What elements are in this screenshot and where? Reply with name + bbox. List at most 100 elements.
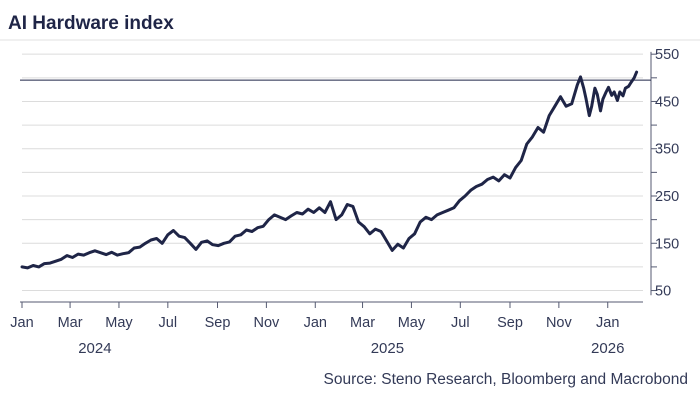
data-point <box>351 205 355 208</box>
data-point <box>261 225 265 228</box>
data-point <box>76 252 80 256</box>
x-tick-label: Sep <box>205 315 231 331</box>
data-point <box>441 211 444 214</box>
y-tick-label: 250 <box>655 189 679 205</box>
data-point <box>588 114 591 117</box>
data-point <box>200 241 203 244</box>
y-tick-label: 550 <box>655 47 679 63</box>
data-point <box>228 240 231 244</box>
data-point <box>65 254 69 257</box>
data-point <box>576 83 579 87</box>
data-point <box>20 265 24 269</box>
data-point <box>584 97 588 101</box>
data-point <box>579 75 582 79</box>
x-year-label: 2026 <box>591 340 624 357</box>
data-point <box>346 203 349 206</box>
data-point <box>548 114 551 117</box>
data-point <box>323 211 327 214</box>
data-point <box>486 178 489 181</box>
data-point <box>155 237 158 240</box>
y-tick-label: 450 <box>655 94 679 110</box>
data-point <box>435 213 439 217</box>
data-point <box>127 251 130 254</box>
data-point <box>278 216 282 219</box>
y-tick-label: 50 <box>655 284 671 300</box>
data-point <box>419 220 422 224</box>
data-point <box>525 142 529 146</box>
data-point <box>233 234 237 238</box>
data-point <box>48 261 52 265</box>
data-point <box>340 213 343 217</box>
data-point <box>621 94 625 97</box>
data-point <box>26 266 29 270</box>
data-point <box>452 206 456 210</box>
data-point <box>475 185 478 188</box>
data-point <box>447 208 450 212</box>
x-tick-label: May <box>105 315 133 331</box>
data-point <box>121 252 125 255</box>
x-tick-label: Nov <box>546 315 573 331</box>
data-point <box>458 199 461 202</box>
data-point <box>149 238 153 242</box>
data-point <box>144 242 147 245</box>
data-point <box>536 126 540 129</box>
data-point <box>632 76 636 80</box>
data-point <box>520 159 523 162</box>
data-point <box>306 208 310 211</box>
data-point <box>93 249 97 253</box>
data-point <box>430 218 433 221</box>
data-point <box>385 239 388 243</box>
data-point <box>610 94 613 97</box>
x-tick-label: Jan <box>596 315 619 331</box>
data-point <box>593 87 597 90</box>
data-point <box>368 232 371 236</box>
data-point <box>318 206 321 210</box>
data-point <box>172 229 175 232</box>
data-point <box>211 243 214 246</box>
data-point <box>116 253 119 257</box>
y-axis: 550 450 350 250 150 50 <box>650 47 679 300</box>
data-point <box>54 260 57 263</box>
data-point <box>161 242 164 245</box>
data-point <box>463 194 467 198</box>
data-point <box>239 233 242 236</box>
chart-title: AI Hardware index <box>8 13 174 34</box>
data-point <box>138 245 141 249</box>
data-point <box>88 251 91 254</box>
series-group <box>20 70 639 270</box>
data-point <box>407 237 411 240</box>
data-point <box>413 232 416 236</box>
data-point <box>99 251 102 254</box>
x-axis: Jan Mar May Jul Sep Nov Jan Mar May Jul Sep Nov Jan 2… <box>10 301 643 357</box>
data-point <box>559 95 562 98</box>
data-point <box>222 242 226 245</box>
data-point <box>245 228 248 232</box>
data-point <box>596 93 599 96</box>
data-point <box>177 234 181 238</box>
data-point <box>531 135 534 139</box>
data-point <box>601 97 605 101</box>
data-point <box>390 249 394 252</box>
data-point <box>503 173 506 176</box>
data-point <box>194 248 198 251</box>
data-point <box>32 264 35 267</box>
data-point <box>205 239 209 243</box>
data-point <box>104 253 108 256</box>
x-tick-label: Sep <box>497 315 523 331</box>
x-tick-label: Jul <box>159 315 178 331</box>
data-point <box>612 90 616 94</box>
data-point <box>374 227 377 231</box>
data-point <box>362 225 366 228</box>
data-point <box>183 236 186 239</box>
data-point <box>570 102 573 106</box>
x-tick-label: Jan <box>304 315 327 331</box>
data-point <box>256 226 259 229</box>
data-point <box>424 216 428 219</box>
gridlines <box>22 53 643 292</box>
data-point <box>542 130 545 134</box>
x-tick-label: Nov <box>253 315 280 331</box>
data-point <box>312 211 315 214</box>
data-point <box>616 99 619 102</box>
data-point <box>290 214 293 218</box>
